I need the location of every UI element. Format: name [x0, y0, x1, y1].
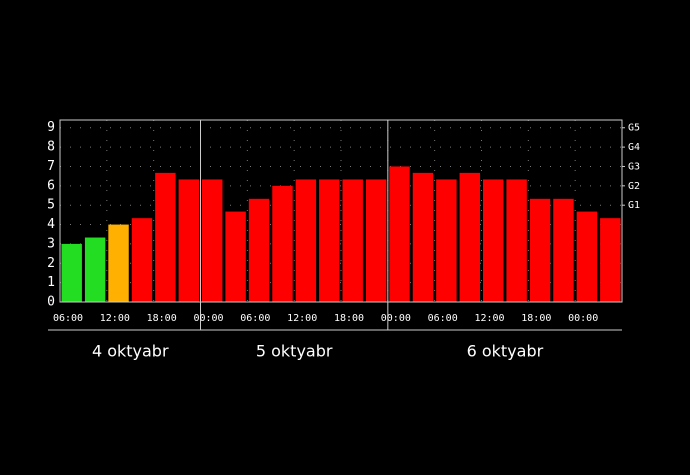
- bar: [436, 179, 457, 302]
- bar: [389, 166, 410, 302]
- bar: [178, 179, 199, 302]
- y-tick-label: 6: [47, 178, 55, 193]
- bar: [506, 179, 527, 302]
- y-tick-label: 8: [47, 140, 55, 155]
- bar: [295, 179, 317, 302]
- y-tick-label: 5: [47, 198, 55, 213]
- bar: [225, 211, 246, 302]
- y2-tick-label: G2: [628, 181, 640, 192]
- x-tick-label: 18:00: [334, 313, 364, 324]
- y-tick-label: 4: [47, 217, 55, 232]
- bar: [459, 172, 480, 302]
- y-tick-label: 2: [47, 256, 55, 271]
- bar: [365, 179, 387, 302]
- bar: [319, 179, 340, 302]
- y2-tick-label: G1: [628, 200, 640, 211]
- bar: [248, 198, 270, 302]
- x-tick-label: 12:00: [474, 313, 504, 324]
- x-tick-label: 12:00: [287, 313, 317, 324]
- x-tick-label: 12:00: [100, 313, 130, 324]
- plot-frame: [59, 119, 623, 303]
- bar: [553, 198, 574, 302]
- y2-tick-label: G4: [628, 142, 640, 153]
- y-tick-label: 9: [47, 120, 55, 135]
- bar: [108, 224, 129, 302]
- x-tick-label: 06:00: [428, 313, 458, 324]
- bar: [412, 172, 434, 302]
- bar: [576, 211, 598, 302]
- bar: [529, 198, 551, 302]
- x-tick-label: 06:00: [53, 313, 83, 324]
- bar: [342, 179, 363, 302]
- x-tick-label: 18:00: [147, 313, 177, 324]
- y-tick-label: 0: [47, 295, 55, 310]
- bar: [600, 218, 621, 302]
- x-tick-label: 18:00: [521, 313, 551, 324]
- bar: [84, 237, 106, 302]
- day-label: 4 oktyabr: [92, 342, 169, 361]
- x-tick-label: 00:00: [568, 313, 598, 324]
- y-tick-label: 3: [47, 236, 55, 251]
- y-tick-label: 1: [47, 275, 55, 290]
- bar: [202, 179, 223, 302]
- day-label: 5 oktyabr: [256, 342, 333, 361]
- x-tick-label: 00:00: [193, 313, 223, 324]
- bar: [155, 172, 176, 302]
- bar: [61, 243, 82, 302]
- y-tick-label: 7: [47, 159, 55, 174]
- x-tick-label: 06:00: [240, 313, 270, 324]
- y2-tick-label: G3: [628, 161, 640, 172]
- x-tick-label: 00:00: [381, 313, 411, 324]
- y2-tick-label: G5: [628, 123, 640, 134]
- day-label: 6 oktyabr: [467, 342, 544, 361]
- bar: [483, 179, 504, 302]
- bar: [272, 185, 293, 302]
- bar: [131, 218, 153, 302]
